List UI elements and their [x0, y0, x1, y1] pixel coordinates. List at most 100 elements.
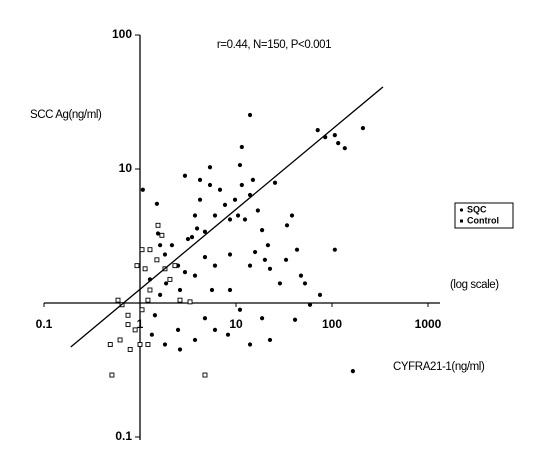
point — [252, 249, 258, 255]
point — [267, 266, 273, 271]
point — [142, 266, 148, 272]
point — [239, 144, 244, 150]
scale-note: (log scale) — [450, 279, 499, 291]
fit-line — [70, 86, 384, 348]
point — [175, 327, 181, 332]
point — [177, 287, 183, 293]
point — [132, 327, 138, 333]
point — [134, 263, 140, 269]
point — [207, 182, 213, 188]
point — [155, 222, 161, 228]
point — [255, 208, 260, 213]
point — [292, 317, 298, 322]
point — [152, 313, 158, 318]
point — [172, 263, 178, 269]
point — [202, 255, 208, 260]
point — [227, 252, 233, 257]
x-tick-label: 10 — [229, 317, 243, 331]
point — [212, 213, 218, 218]
point — [155, 231, 161, 236]
point — [227, 287, 233, 293]
x-tick-label: 1000 — [415, 317, 442, 331]
point — [115, 297, 121, 303]
point — [158, 243, 163, 248]
point — [197, 177, 203, 182]
point — [185, 236, 191, 242]
point — [163, 281, 169, 286]
point — [227, 217, 233, 222]
point — [259, 227, 265, 233]
point — [239, 182, 244, 188]
annotation: r=0.44, N=150, P<0.001 — [217, 39, 331, 51]
point — [107, 342, 113, 347]
y-tick-label: 10 — [119, 161, 133, 175]
point — [267, 337, 273, 343]
legend-box — [454, 202, 514, 229]
legend-marker — [460, 219, 463, 223]
point — [232, 197, 238, 202]
point — [247, 342, 253, 347]
point — [154, 201, 160, 206]
point — [342, 146, 347, 151]
legend-label: SQC — [467, 204, 487, 214]
point — [336, 141, 341, 146]
point — [159, 232, 165, 238]
x-tick-label: 0.1 — [36, 317, 53, 331]
y-axis-label: SCC Ag(ng/ml) — [30, 109, 102, 121]
point — [194, 226, 200, 231]
x-tick-label: 1 — [137, 317, 144, 331]
point — [209, 287, 215, 293]
point — [360, 125, 366, 131]
x-tick-label: 100 — [322, 317, 342, 331]
point — [109, 372, 115, 378]
point — [332, 133, 337, 138]
point — [283, 257, 289, 262]
point — [237, 307, 243, 312]
point — [294, 247, 300, 252]
point — [250, 177, 256, 182]
point — [332, 247, 337, 252]
point — [247, 112, 253, 118]
point — [187, 299, 193, 305]
point — [298, 273, 304, 278]
point — [225, 332, 231, 337]
point — [125, 322, 131, 328]
point — [177, 297, 183, 303]
point — [137, 342, 143, 347]
point — [262, 257, 267, 262]
point — [317, 292, 323, 297]
legend-marker — [459, 208, 464, 212]
point — [192, 337, 198, 343]
y-tick-label: 0.1 — [115, 429, 132, 443]
point — [265, 243, 271, 248]
point — [242, 217, 248, 222]
point — [222, 202, 228, 207]
point — [284, 223, 290, 228]
point — [259, 316, 265, 321]
point — [277, 281, 283, 286]
point — [237, 162, 243, 168]
point — [192, 273, 198, 278]
x-axis-label: CYFRA21-1(ng/ml) — [393, 361, 485, 373]
point — [127, 347, 133, 352]
point — [147, 287, 153, 293]
point — [192, 213, 198, 218]
point — [207, 165, 213, 170]
point — [145, 342, 151, 347]
point — [217, 187, 223, 192]
point — [350, 369, 355, 374]
point — [315, 128, 320, 133]
point — [139, 247, 145, 253]
point — [140, 187, 145, 192]
point — [182, 173, 188, 178]
point — [147, 247, 153, 253]
point — [212, 327, 218, 332]
point — [189, 235, 195, 240]
point — [182, 270, 188, 275]
point — [177, 347, 183, 352]
point — [202, 372, 208, 378]
point — [145, 297, 151, 303]
point — [162, 342, 168, 347]
